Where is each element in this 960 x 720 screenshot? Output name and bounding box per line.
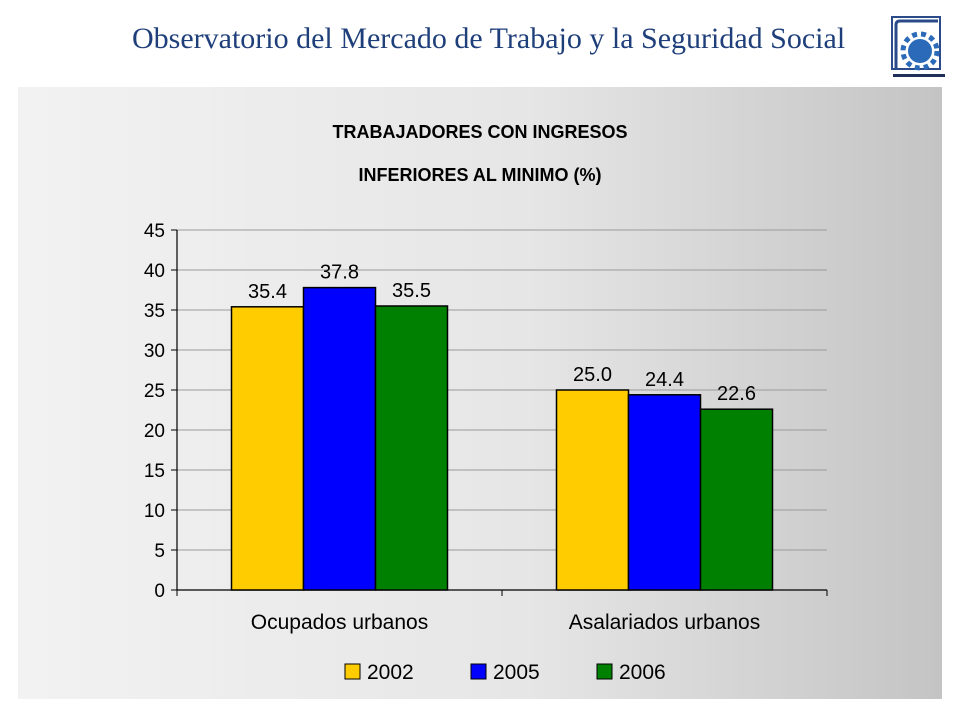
observatory-logo-icon	[891, 16, 941, 71]
legend-swatch	[470, 663, 487, 680]
data-label: 22.6	[717, 383, 756, 405]
bar	[230, 306, 305, 591]
data-label: 35.4	[248, 281, 287, 303]
data-label: 25.0	[573, 364, 612, 386]
y-tick-label: 40	[144, 261, 165, 282]
chart-title-line1: TRABAJADORES CON INGRESOS	[332, 122, 628, 142]
chart-title-line2: INFERIORES AL MINIMO (%)	[358, 165, 602, 185]
y-tick-label: 5	[154, 541, 165, 562]
category-label: Ocupados urbanos	[251, 611, 428, 634]
y-tick-label: 15	[144, 461, 165, 482]
y-tick-label: 25	[144, 381, 165, 402]
bar	[627, 394, 702, 591]
legend-swatch	[596, 663, 613, 680]
y-tick-label: 30	[144, 341, 165, 362]
bar	[374, 305, 449, 591]
data-label: 35.5	[392, 280, 431, 302]
y-tick-label: 45	[144, 221, 165, 242]
y-tick-label: 20	[144, 421, 165, 442]
legend-label: 2002	[367, 661, 414, 684]
y-tick-label: 35	[144, 301, 165, 322]
header-title: Observatorio del Mercado de Trabajo y la…	[132, 22, 846, 55]
legend-swatch	[344, 663, 361, 680]
chart-panel	[18, 87, 942, 699]
header-rule	[893, 74, 945, 77]
bar	[699, 408, 774, 591]
y-tick-label: 10	[144, 501, 165, 522]
y-tick-label: 0	[154, 581, 165, 602]
bar	[555, 389, 630, 591]
category-label: Asalariados urbanos	[569, 611, 760, 634]
data-label: 24.4	[645, 369, 684, 391]
data-label: 37.8	[320, 262, 359, 284]
legend-label: 2006	[619, 661, 666, 684]
legend-label: 2005	[493, 661, 540, 684]
bar	[302, 286, 377, 591]
